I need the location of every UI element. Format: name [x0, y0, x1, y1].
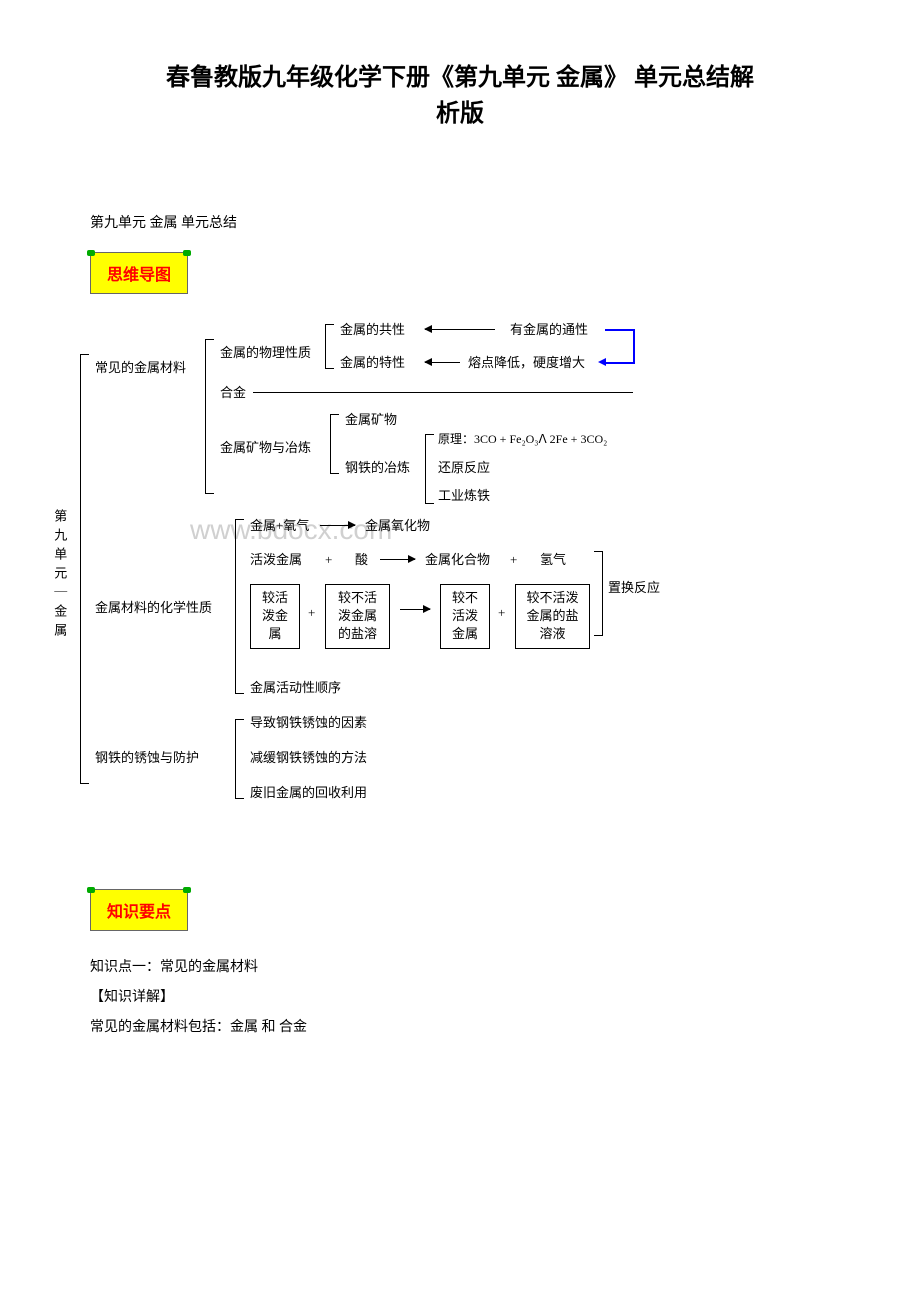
branch2-sub2d: 氢气 — [540, 551, 566, 569]
section1: 知识点一：常见的金属材料 — [90, 956, 870, 976]
banner-knowledge: 知识要点 — [90, 889, 188, 931]
root-label: 第九单元｜金属 — [50, 509, 68, 642]
plus3: + — [308, 604, 315, 622]
title-line2: 析版 — [436, 101, 484, 127]
banner-mindmap: 思维导图 — [90, 252, 188, 294]
branch1-sub2: 合金 — [220, 384, 246, 402]
box1: 较活泼金属 — [250, 584, 300, 649]
subtitle: 第九单元 金属 单元总结 — [90, 212, 870, 232]
blue-line-arrow — [598, 358, 606, 366]
arrow1 — [425, 329, 495, 330]
main-bracket — [80, 354, 81, 784]
branch3-sub1: 导致钢铁锈蚀的因素 — [250, 714, 367, 732]
arrow2 — [425, 362, 460, 363]
branch2-sub4: 金属活动性顺序 — [250, 679, 341, 697]
branch3-sub2: 减缓钢铁锈蚀的方法 — [250, 749, 367, 767]
branch1-sub3b: 钢铁的冶炼 — [345, 459, 410, 477]
branch2-right: 置换反应 — [608, 579, 660, 597]
section3: 常见的金属材料包括：金属 和 合金 — [90, 1016, 870, 1036]
branch1-bracket — [205, 339, 206, 494]
plus4: + — [498, 604, 505, 622]
alloy-line — [253, 392, 633, 393]
branch3-sub3: 废旧金属的回收利用 — [250, 784, 367, 802]
branch1-sub1-bracket — [325, 324, 326, 369]
blue-line-h1 — [605, 329, 635, 331]
page-title: 春鲁教版九年级化学下册《第九单元 金属》 单元总结解 析版 — [50, 60, 870, 132]
title-line1: 春鲁教版九年级化学下册《第九单元 金属》 单元总结解 — [166, 65, 754, 91]
branch3-bracket — [235, 719, 236, 799]
branch1-label: 常见的金属材料 — [95, 359, 186, 377]
branch2-sub1-result: 金属氧化物 — [365, 517, 430, 535]
branch1-sub3-bracket — [330, 414, 331, 474]
box2: 较不活泼金属的盐溶 — [325, 584, 390, 649]
arrow5 — [400, 609, 430, 610]
branch1-sub3b2: 还原反应 — [438, 459, 490, 477]
plus2: + — [510, 551, 517, 569]
branch2-sub2c: 金属化合物 — [425, 551, 490, 569]
branch2-label: 金属材料的化学性质 — [95, 599, 212, 617]
branch1-sub3b1: 原理：3CO + Fe₂O₃ᐱ 2Fe + 3CO₂ — [438, 431, 607, 448]
box4: 较不活泼金属的盐溶液 — [515, 584, 590, 649]
right-bracket — [595, 551, 603, 636]
branch1-sub1b: 金属的特性 — [340, 354, 405, 372]
branch2-sub2b: 酸 — [355, 551, 368, 569]
branch2-sub2a: 活泼金属 — [250, 551, 302, 569]
box3: 较不活泼金属 — [440, 584, 490, 649]
branch1-sub3a: 金属矿物 — [345, 411, 397, 429]
branch1-sub3b3: 工业炼铁 — [438, 487, 490, 505]
arrow3 — [320, 525, 355, 526]
arrow4 — [380, 559, 415, 560]
blue-line-v — [633, 329, 635, 364]
blue-line-h2 — [605, 362, 635, 364]
branch1-sub3: 金属矿物与冶炼 — [220, 439, 311, 457]
plus1: + — [325, 551, 332, 569]
branch1-sub3b-bracket — [425, 434, 426, 504]
branch1-sub1a-note: 有金属的通性 — [510, 321, 588, 339]
section2: 【知识详解】 — [90, 986, 870, 1006]
branch2-bracket — [235, 519, 236, 694]
branch1-sub1: 金属的物理性质 — [220, 344, 311, 362]
branch3-label: 钢铁的锈蚀与防护 — [95, 749, 199, 767]
branch2-sub1: 金属+氧气 — [250, 517, 309, 535]
branch1-sub1a: 金属的共性 — [340, 321, 405, 339]
branch1-sub1b-note: 熔点降低，硬度增大 — [468, 354, 585, 372]
mind-map-diagram: www.bdocx.com 第九单元｜金属 常见的金属材料 金属的物理性质 金属… — [50, 319, 870, 859]
